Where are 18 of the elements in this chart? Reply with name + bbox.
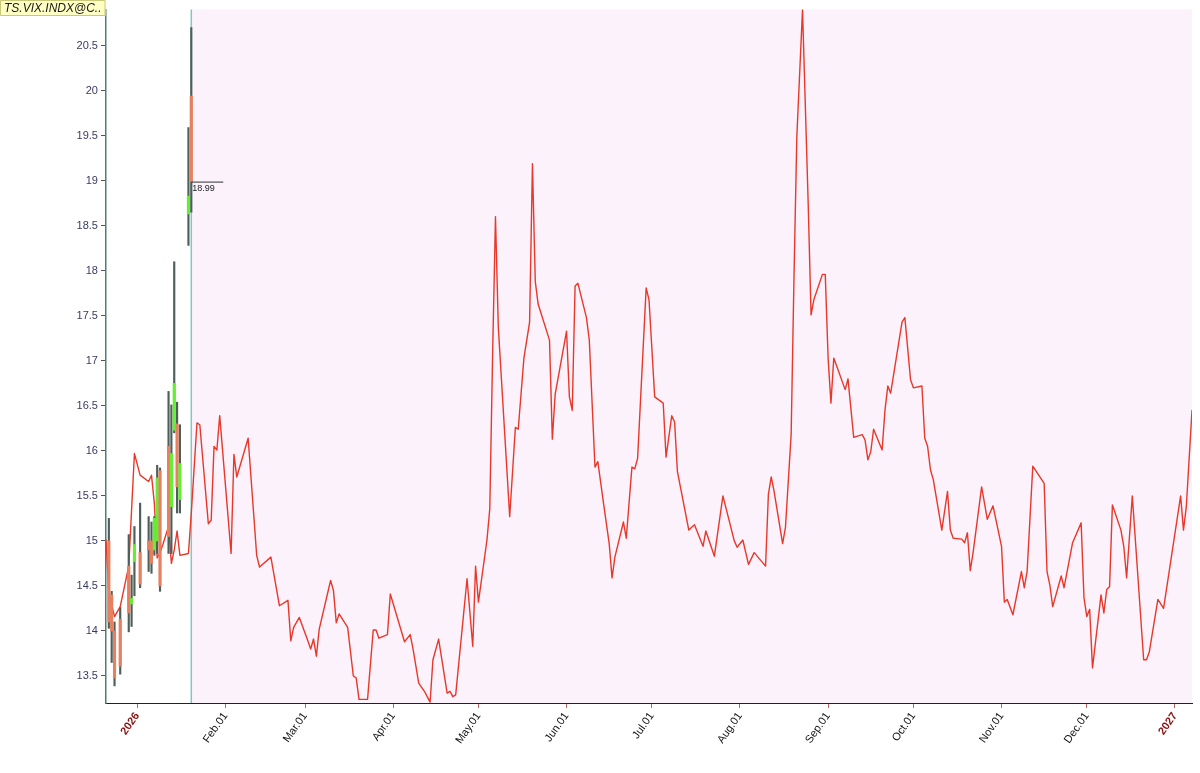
y-tick-label: 20 bbox=[85, 83, 98, 96]
y-tick-label: 15 bbox=[85, 533, 98, 546]
y-tick-label: 19.5 bbox=[76, 128, 98, 141]
y-tick-label: 17.5 bbox=[76, 308, 98, 321]
y-tick-label: 14.5 bbox=[76, 578, 98, 591]
y-tick-label: 19 bbox=[85, 173, 98, 186]
y-tick-label: 18 bbox=[85, 263, 98, 276]
y-tick-label: 13.5 bbox=[76, 669, 98, 682]
y-tick-label: 15.5 bbox=[76, 488, 98, 501]
chart-title: TS.VIX.INDX@C.. bbox=[4, 0, 102, 15]
y-tick-label: 20.5 bbox=[76, 38, 98, 51]
y-tick-label: 14 bbox=[85, 623, 98, 636]
y-tick-label: 17 bbox=[85, 353, 98, 366]
annotation: 18.99 bbox=[192, 182, 215, 193]
candlestick bbox=[158, 467, 162, 592]
y-tick-label: 18.5 bbox=[76, 218, 98, 231]
y-tick-label: 16 bbox=[85, 443, 98, 456]
y-tick-label: 16.5 bbox=[76, 398, 98, 411]
